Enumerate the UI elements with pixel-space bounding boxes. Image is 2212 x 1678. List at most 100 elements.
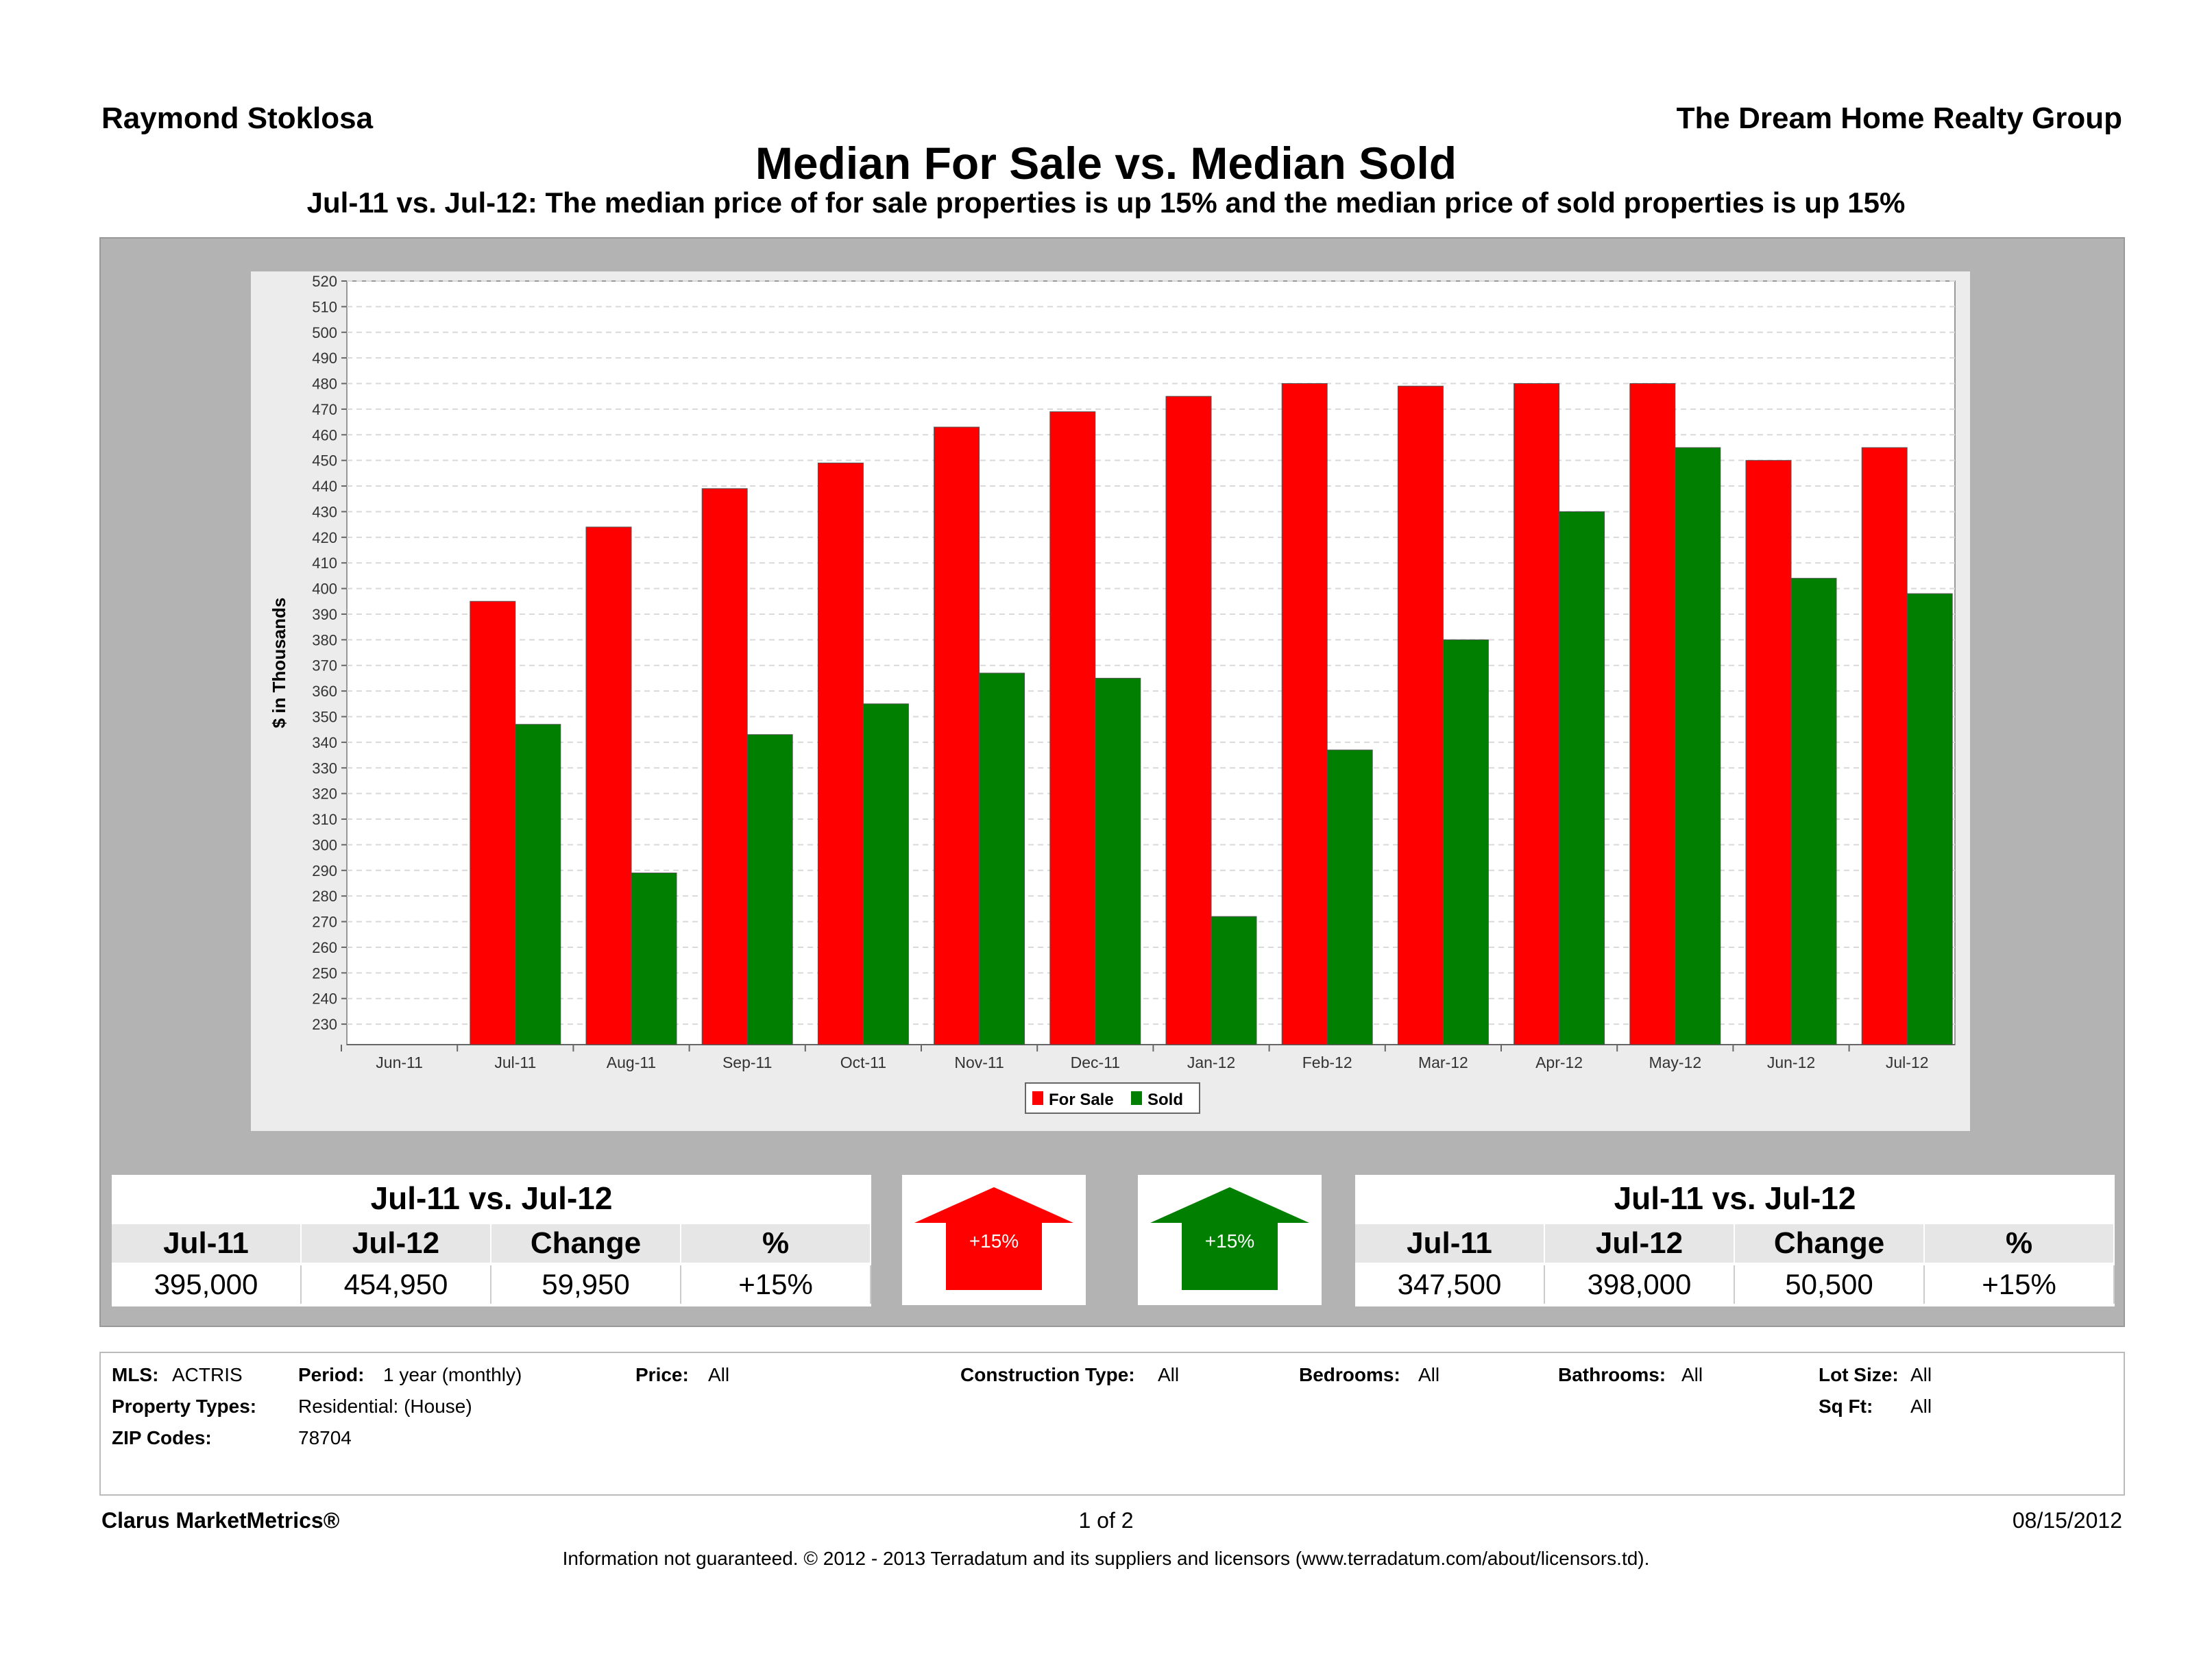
brand-label: Clarus MarketMetrics® <box>101 1508 340 1533</box>
legend-swatch-for-sale <box>1032 1091 1043 1105</box>
sold-val-jul12: 398,000 <box>1545 1265 1735 1304</box>
y-tick-label: 350 <box>312 709 337 726</box>
y-tick-label: 430 <box>312 503 337 520</box>
sold-col-pct: % <box>1925 1224 2115 1263</box>
for-sale-bar <box>1629 383 1676 1045</box>
y-tick-label: 250 <box>312 964 337 982</box>
y-tick-label: 470 <box>312 401 337 418</box>
sold-bar <box>746 734 793 1045</box>
y-tick-label: 340 <box>312 734 337 751</box>
report-title: Median For Sale vs. Median Sold <box>755 138 1457 189</box>
agent-name: Raymond Stoklosa <box>101 101 374 135</box>
sold-bar <box>1559 511 1605 1045</box>
sold-bar <box>979 672 1025 1045</box>
sold-stats-heading: Jul-11 vs. Jul-12 <box>1614 1180 1856 1216</box>
for-sale-bar <box>1514 383 1560 1045</box>
sold-col-jul12: Jul-12 <box>1545 1224 1735 1263</box>
sold-bar <box>1906 593 1953 1045</box>
legend-swatch-sold <box>1131 1091 1142 1105</box>
y-tick-label: 510 <box>312 298 337 315</box>
bathrooms-value: All <box>1681 1364 1703 1385</box>
legend-label-sold: Sold <box>1147 1091 1183 1109</box>
property-types-label: Property Types: <box>112 1396 257 1417</box>
price-label: Price: <box>635 1364 689 1385</box>
for-sale-stats-heading: Jul-11 vs. Jul-12 <box>370 1180 613 1216</box>
x-tick-label: Feb-12 <box>1302 1054 1352 1071</box>
lot-size-label: Lot Size: <box>1819 1364 1899 1385</box>
company-name: The Dream Home Realty Group <box>1676 101 2122 135</box>
property-types-value: Residential: (House) <box>298 1396 472 1417</box>
report-filters: MLS: ACTRIS Period: 1 year (monthly) Pri… <box>99 1352 2125 1496</box>
for-sale-bar <box>934 426 980 1045</box>
bathrooms-label: Bathrooms: <box>1558 1364 1666 1385</box>
sold-up-arrow-icon: +15% <box>1150 1187 1309 1290</box>
for-sale-bar <box>1165 396 1212 1045</box>
y-tick-label: 440 <box>312 478 337 495</box>
for-sale-val-jul12: 454,950 <box>302 1265 491 1304</box>
sold-bar <box>1095 677 1141 1045</box>
for-sale-up-arrow-icon: +15% <box>914 1187 1073 1290</box>
for-sale-val-jul11: 395,000 <box>112 1265 302 1304</box>
sold-bar <box>631 873 677 1045</box>
construction-label: Construction Type: <box>960 1364 1135 1385</box>
y-tick-label: 360 <box>312 683 337 700</box>
bar-chart: 230 240 250 260 270 280 290 300 310 320 330 340 350 3… <box>269 273 1956 1114</box>
for-sale-stats-table: Jul-11 vs. Jul-12 Jul-11 Jul-12 Change %… <box>112 1175 871 1306</box>
for-sale-bar <box>1745 460 1792 1045</box>
for-sale-val-change: 59,950 <box>491 1265 681 1304</box>
y-tick-label: 240 <box>312 990 337 1008</box>
x-tick-label: Sep-11 <box>722 1054 772 1071</box>
sold-bar <box>1790 578 1837 1045</box>
sold-bar <box>862 703 909 1045</box>
for-sale-bar <box>1397 385 1444 1045</box>
y-tick-label: 290 <box>312 862 337 879</box>
y-tick-label: 460 <box>312 426 337 443</box>
y-tick-label: 390 <box>312 606 337 623</box>
for-sale-col-jul11: Jul-11 <box>112 1224 302 1263</box>
x-tick-label: Nov-11 <box>954 1054 1004 1071</box>
mls-label: MLS: <box>112 1364 159 1385</box>
sold-val-jul11: 347,500 <box>1355 1265 1545 1304</box>
y-tick-label: 330 <box>312 759 337 777</box>
x-tick-label: Apr-12 <box>1535 1054 1583 1071</box>
for-sale-bar <box>817 462 864 1045</box>
x-tick-label: Jun-11 <box>376 1054 423 1071</box>
sold-bar <box>515 724 561 1045</box>
y-tick-label: 320 <box>312 786 337 803</box>
y-tick-label: 420 <box>312 529 337 546</box>
y-tick-label: 310 <box>312 811 337 828</box>
sold-val-pct: +15% <box>1925 1265 2115 1304</box>
legend-label-for-sale: For Sale <box>1049 1091 1114 1109</box>
disclaimer: Information not guaranteed. © 2012 - 201… <box>562 1548 1650 1569</box>
y-tick-label: 410 <box>312 555 337 572</box>
for-sale-arrow-box: +15% <box>902 1175 1086 1305</box>
for-sale-col-pct: % <box>681 1224 871 1263</box>
sold-stats-table: Jul-11 vs. Jul-12 Jul-11 Jul-12 Change %… <box>1355 1175 2115 1306</box>
for-sale-bar <box>1861 447 1908 1045</box>
sold-col-change: Change <box>1735 1224 1925 1263</box>
legend-box <box>1025 1082 1200 1114</box>
y-tick-label: 480 <box>312 376 337 393</box>
y-tick-label: 370 <box>312 657 337 674</box>
price-value: All <box>708 1364 730 1385</box>
y-tick-label: 380 <box>312 631 337 648</box>
for-sale-col-jul12: Jul-12 <box>302 1224 491 1263</box>
for-sale-bar <box>701 488 748 1045</box>
lot-size-value: All <box>1910 1364 1932 1385</box>
for-sale-bar <box>470 600 516 1045</box>
x-tick-label: Jun-12 <box>1767 1054 1815 1071</box>
sold-val-change: 50,500 <box>1735 1265 1925 1304</box>
mls-value: ACTRIS <box>172 1364 243 1385</box>
y-tick-label: 450 <box>312 452 337 470</box>
period-label: Period: <box>298 1364 365 1385</box>
construction-value: All <box>1158 1364 1180 1385</box>
zip-label: ZIP Codes: <box>112 1427 212 1448</box>
y-tick-label: 400 <box>312 581 337 598</box>
sold-bar <box>1442 639 1489 1045</box>
y-axis-label: $ in Thousands <box>269 598 289 729</box>
page-number: 1 of 2 <box>1078 1508 1134 1533</box>
x-tick-label: May-12 <box>1649 1054 1701 1071</box>
sold-bar <box>1211 916 1257 1045</box>
sold-bar <box>1326 749 1373 1045</box>
x-tick-label: Dec-11 <box>1071 1054 1120 1071</box>
